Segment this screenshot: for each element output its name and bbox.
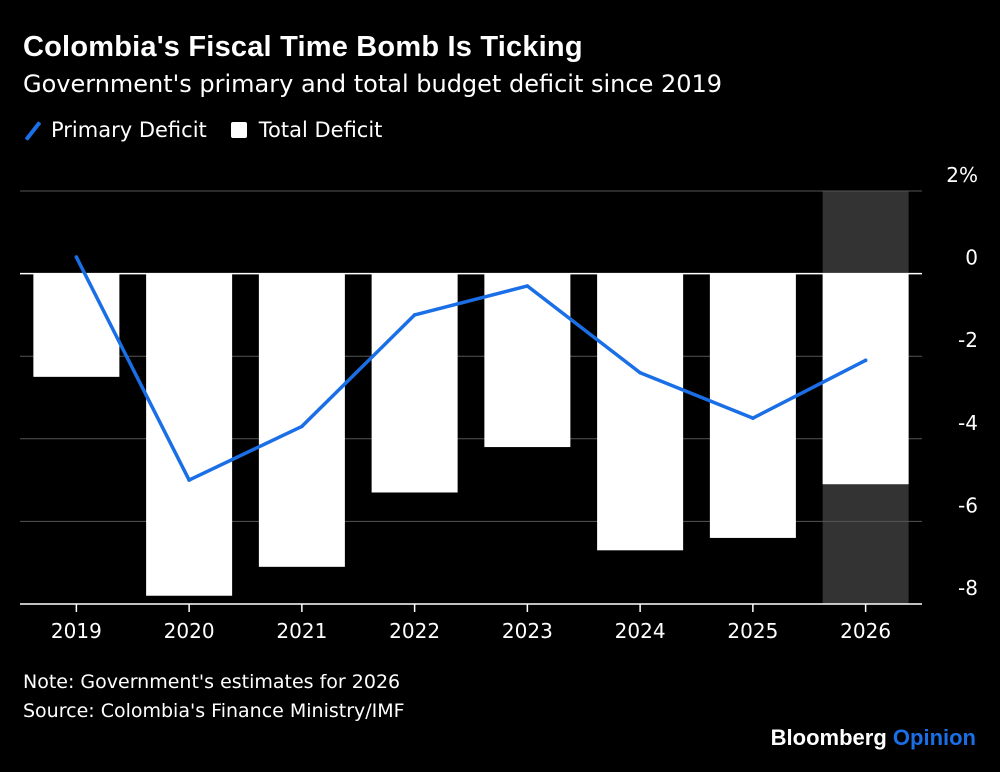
deficit-chart: 2019 2020 2021 2022 2023 2024 2025 2026 2% 0 -2 -4 -…: [20, 163, 978, 643]
primary-deficit-line: [74, 255, 868, 482]
x-tick-label-2025: 2025: [727, 619, 778, 643]
source-text: Source: Colombia's Finance Ministry/IMF: [23, 700, 405, 722]
x-tick-label-2026: 2026: [840, 619, 891, 643]
y-tick-label-0: 0: [965, 246, 978, 270]
chart-subtitle: Government's primary and total budget de…: [23, 70, 723, 98]
brand-name: Bloomberg: [770, 725, 887, 750]
legend: Primary Deficit Total Deficit: [23, 118, 406, 142]
legend-item-primary: Primary Deficit: [23, 118, 207, 142]
brand-accent: Opinion: [892, 725, 976, 750]
x-tick-label-2024: 2024: [615, 619, 666, 643]
x-tick-label-2020: 2020: [164, 619, 215, 643]
primary-point-2020: [187, 478, 191, 482]
x-tick-label-2021: 2021: [276, 619, 327, 643]
legend-label-total: Total Deficit: [258, 118, 383, 142]
x-tick-label-2019: 2019: [51, 619, 102, 643]
primary-point-2021: [300, 424, 304, 429]
y-tick-label--4: -4: [958, 411, 978, 435]
legend-label-primary: Primary Deficit: [51, 118, 207, 142]
bar-total-2020: [146, 273, 233, 596]
brand-logo: Bloomberg Opinion: [771, 725, 976, 751]
legend-item-total: Total Deficit: [230, 118, 383, 142]
chart-title: Colombia's Fiscal Time Bomb Is Ticking: [23, 31, 583, 63]
line-swatch-icon: [23, 120, 41, 140]
x-tick-label-2023: 2023: [502, 619, 553, 643]
y-tick-label--6: -6: [958, 493, 978, 517]
note-text: Note: Government's estimates for 2026: [23, 671, 401, 693]
bar-total-2026: [822, 273, 909, 485]
primary-point-2025: [751, 416, 755, 420]
bar-total-2022: [371, 273, 458, 493]
bar-total-2021: [258, 273, 345, 567]
y-tick-label--2: -2: [958, 328, 978, 352]
primary-point-2019: [74, 255, 79, 259]
x-tick-label-2022: 2022: [389, 619, 440, 643]
y-tick-label-2: 2%: [946, 163, 978, 187]
footnotes: Note: Government's estimates for 2026 So…: [23, 668, 405, 726]
bar-total-2019: [33, 273, 120, 377]
primary-point-2026: [863, 358, 868, 363]
bar-total-2024: [597, 273, 684, 551]
square-swatch-icon: [230, 122, 247, 138]
primary-point-2023: [525, 284, 530, 288]
primary-point-2022: [412, 313, 417, 317]
y-tick-label--8: -8: [958, 576, 978, 600]
bar-total-2023: [484, 273, 571, 448]
primary-point-2024: [638, 370, 642, 375]
